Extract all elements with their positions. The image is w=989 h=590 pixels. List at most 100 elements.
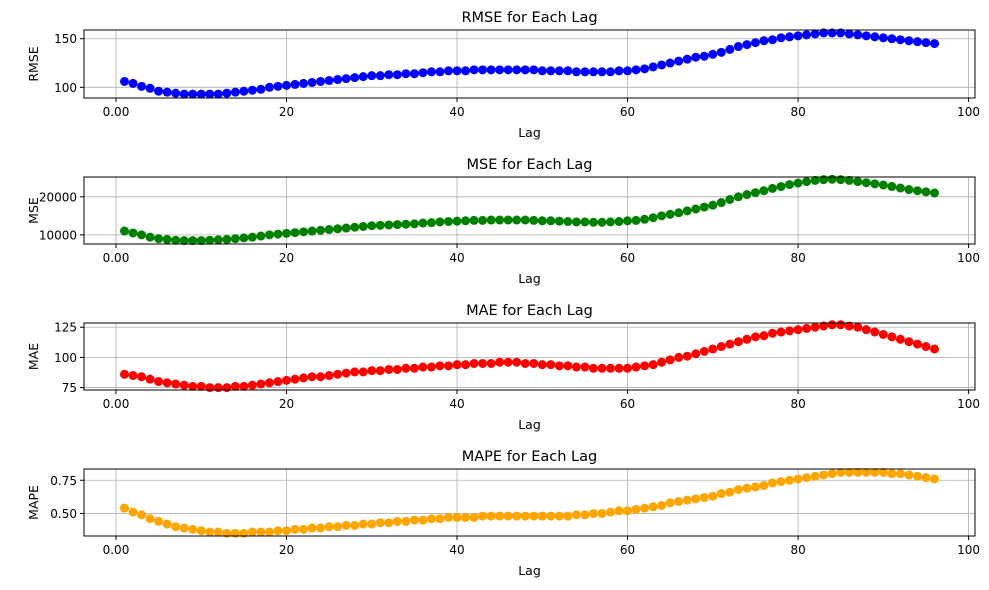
x-tick-label: 20 bbox=[279, 251, 294, 265]
data-point bbox=[418, 68, 428, 78]
y-tick-label: 75 bbox=[62, 381, 77, 395]
data-point bbox=[733, 337, 743, 347]
data-point bbox=[486, 511, 496, 521]
data-point bbox=[554, 216, 564, 226]
data-point bbox=[827, 320, 837, 330]
y-tick-label: 0.75 bbox=[50, 474, 77, 488]
data-point bbox=[699, 202, 709, 212]
data-point bbox=[930, 474, 939, 484]
data-point bbox=[409, 219, 419, 229]
data-point bbox=[384, 364, 394, 374]
data-point bbox=[853, 467, 863, 477]
data-point bbox=[657, 60, 667, 70]
data-point bbox=[469, 358, 479, 368]
y-tick-label: 100 bbox=[54, 351, 77, 365]
data-point bbox=[921, 342, 931, 352]
data-point bbox=[819, 28, 829, 38]
data-point bbox=[375, 71, 385, 81]
data-point bbox=[674, 208, 684, 218]
data-point bbox=[878, 180, 888, 190]
data-point bbox=[844, 321, 854, 331]
data-point bbox=[264, 82, 274, 92]
data-point bbox=[469, 65, 479, 75]
data-point bbox=[316, 372, 326, 382]
data-point bbox=[733, 485, 743, 495]
data-point bbox=[461, 360, 471, 370]
x-tick-label: 100 bbox=[957, 105, 980, 119]
x-tick-label: 80 bbox=[790, 543, 805, 557]
y-axis-label: MAPE bbox=[26, 485, 41, 520]
data-points bbox=[120, 174, 939, 246]
data-point bbox=[503, 65, 513, 75]
data-point bbox=[154, 377, 164, 387]
data-point bbox=[640, 214, 650, 224]
data-point bbox=[606, 217, 615, 227]
data-point bbox=[733, 42, 743, 52]
data-point bbox=[742, 483, 752, 493]
data-point bbox=[461, 66, 471, 76]
data-point bbox=[256, 527, 266, 537]
data-point bbox=[316, 76, 326, 86]
y-axis-label: RMSE bbox=[26, 46, 41, 81]
data-point bbox=[606, 67, 615, 77]
data-point bbox=[571, 362, 581, 372]
data-point bbox=[606, 507, 615, 517]
x-tick-label: 40 bbox=[449, 543, 464, 557]
data-point bbox=[895, 469, 905, 479]
data-point bbox=[256, 379, 266, 389]
data-point bbox=[716, 489, 726, 499]
data-point bbox=[435, 361, 445, 371]
data-point bbox=[128, 371, 138, 381]
x-tick-label: 60 bbox=[620, 251, 635, 265]
data-point bbox=[768, 183, 777, 193]
data-point bbox=[623, 216, 633, 226]
x-tick-label: 80 bbox=[790, 105, 805, 119]
data-point bbox=[887, 182, 897, 192]
data-point bbox=[870, 327, 880, 337]
data-point bbox=[802, 177, 812, 187]
x-tick-label: 0.00 bbox=[103, 105, 130, 119]
data-point bbox=[426, 218, 436, 228]
x-tick-label: 40 bbox=[449, 397, 464, 411]
data-point bbox=[426, 67, 436, 77]
data-point bbox=[222, 383, 232, 393]
data-point bbox=[128, 228, 138, 238]
data-point bbox=[350, 367, 360, 377]
data-point bbox=[861, 31, 871, 41]
data-point bbox=[921, 38, 931, 48]
data-point bbox=[503, 357, 513, 367]
data-point bbox=[614, 217, 624, 227]
data-point bbox=[299, 227, 309, 237]
data-point bbox=[682, 54, 692, 64]
data-point bbox=[154, 234, 164, 244]
data-point bbox=[333, 522, 343, 532]
data-point bbox=[588, 363, 598, 373]
data-point bbox=[128, 78, 138, 88]
data-point bbox=[503, 215, 513, 225]
data-point bbox=[640, 64, 650, 74]
data-point bbox=[861, 178, 871, 188]
data-point bbox=[392, 364, 402, 374]
data-point bbox=[563, 361, 573, 371]
data-point bbox=[324, 76, 334, 86]
x-tick-label: 60 bbox=[620, 543, 635, 557]
data-point bbox=[674, 497, 684, 506]
data-point bbox=[179, 236, 189, 246]
data-point bbox=[870, 179, 880, 189]
x-tick-label: 80 bbox=[790, 397, 805, 411]
data-point bbox=[614, 506, 624, 516]
x-tick-label: 100 bbox=[957, 251, 980, 265]
data-point bbox=[452, 66, 462, 76]
y-tick-label: 20000 bbox=[39, 190, 77, 204]
data-point bbox=[444, 217, 453, 227]
data-point bbox=[452, 512, 462, 522]
data-point bbox=[776, 327, 786, 337]
data-point bbox=[188, 524, 198, 534]
data-point bbox=[358, 519, 368, 529]
data-point bbox=[520, 215, 530, 225]
data-point bbox=[120, 76, 129, 86]
data-point bbox=[120, 226, 129, 236]
data-point bbox=[529, 215, 539, 225]
data-point bbox=[793, 31, 803, 41]
data-point bbox=[392, 516, 402, 526]
